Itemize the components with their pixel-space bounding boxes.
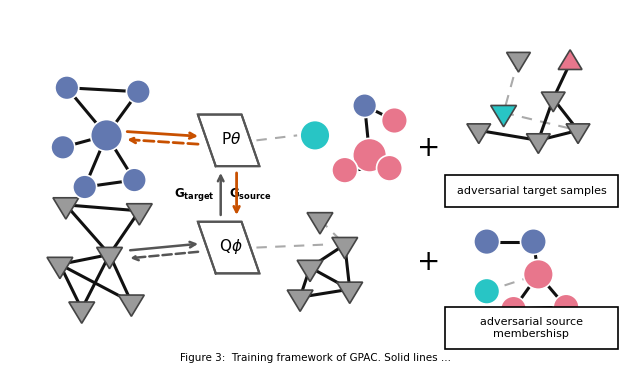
Polygon shape (337, 282, 363, 303)
Polygon shape (47, 257, 73, 279)
Circle shape (332, 157, 358, 183)
Text: Figure 3:  Training framework of GPAC. Solid lines ...: Figure 3: Training framework of GPAC. So… (180, 353, 450, 363)
Circle shape (524, 259, 553, 289)
Circle shape (553, 294, 579, 320)
Text: $\mathbf{G}_{\mathbf{source}}$: $\mathbf{G}_{\mathbf{source}}$ (229, 187, 272, 203)
Circle shape (474, 229, 500, 255)
Circle shape (127, 80, 150, 104)
Circle shape (501, 296, 527, 322)
Circle shape (520, 229, 546, 255)
Polygon shape (491, 105, 517, 127)
Text: +: + (418, 249, 441, 276)
Polygon shape (558, 50, 582, 70)
Polygon shape (53, 198, 79, 219)
Polygon shape (467, 124, 491, 144)
Circle shape (353, 138, 386, 172)
Circle shape (377, 155, 403, 181)
Polygon shape (332, 238, 358, 259)
Text: adversarial target samples: adversarial target samples (457, 186, 606, 196)
Polygon shape (307, 213, 333, 234)
FancyBboxPatch shape (445, 175, 618, 207)
Circle shape (474, 278, 500, 304)
Polygon shape (507, 52, 530, 72)
Polygon shape (287, 290, 313, 311)
Text: P$\theta$: P$\theta$ (220, 131, 241, 147)
Circle shape (382, 108, 408, 133)
Polygon shape (566, 124, 590, 144)
Text: Q$\phi$: Q$\phi$ (219, 237, 243, 256)
Polygon shape (69, 302, 94, 323)
Polygon shape (198, 222, 260, 273)
Circle shape (300, 120, 330, 150)
FancyBboxPatch shape (445, 307, 618, 349)
Text: $\mathbf{G}_{\mathbf{target}}$: $\mathbf{G}_{\mathbf{target}}$ (174, 186, 214, 203)
Polygon shape (118, 295, 144, 316)
Text: adversarial source
membershisp: adversarial source membershisp (480, 317, 583, 339)
Polygon shape (527, 134, 550, 153)
Polygon shape (198, 115, 260, 166)
Polygon shape (541, 92, 565, 112)
Polygon shape (297, 260, 323, 282)
Text: +: + (418, 134, 441, 162)
Circle shape (55, 76, 79, 100)
Circle shape (73, 175, 96, 199)
Polygon shape (96, 247, 122, 269)
Circle shape (122, 168, 146, 192)
Circle shape (353, 94, 377, 118)
Polygon shape (127, 204, 152, 225)
Circle shape (91, 120, 122, 151)
Circle shape (51, 135, 75, 159)
